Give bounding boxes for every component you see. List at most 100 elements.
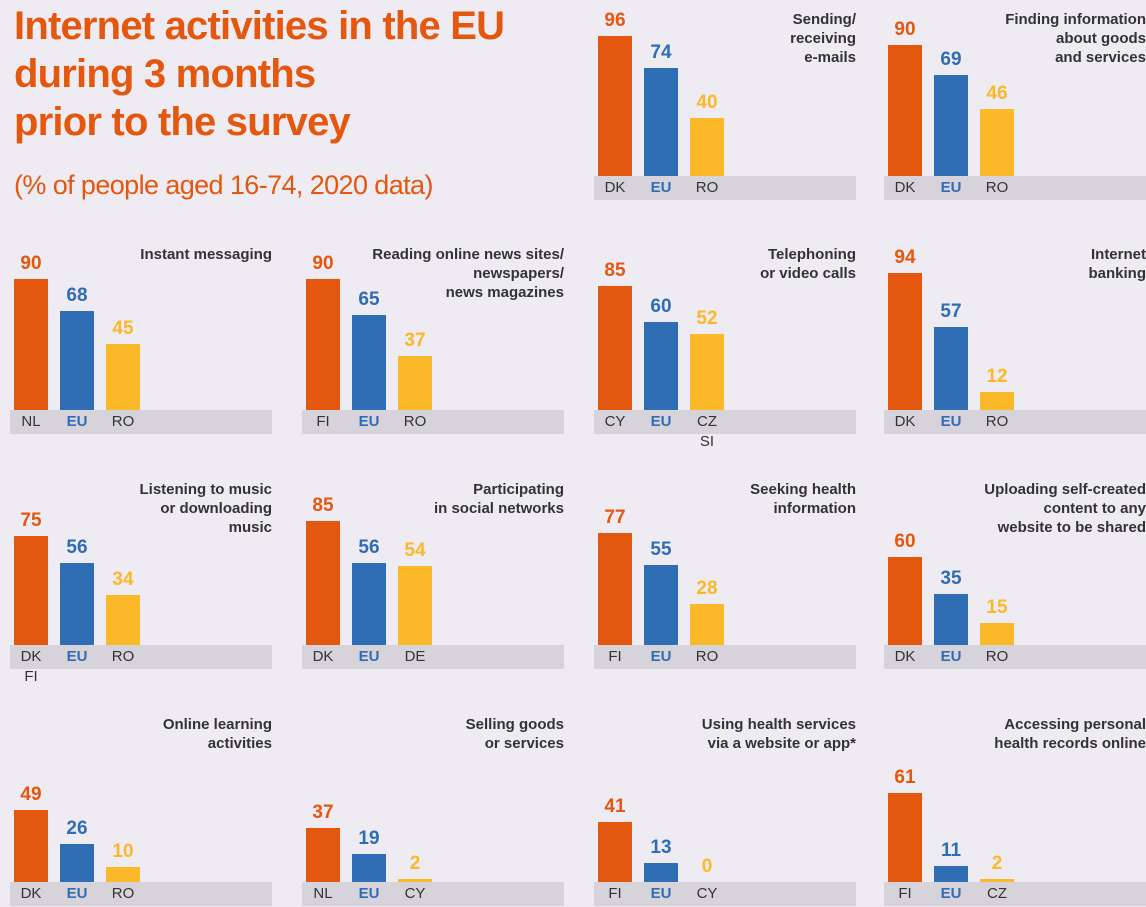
panel-title: Reading online news sites/ newspapers/ n… (372, 246, 564, 301)
panel-title: Selling goods or services (465, 716, 564, 752)
panel-title: Using health services via a website or a… (701, 716, 856, 752)
value-label: 94 (894, 246, 916, 268)
bar (888, 557, 922, 645)
bar (934, 326, 968, 410)
bar (598, 285, 632, 410)
panel-title: Participating in social networks (433, 481, 564, 517)
value-label: 61 (894, 766, 916, 788)
category-label: DK (20, 885, 42, 902)
category-label: RO (111, 648, 135, 665)
category-label: EU (66, 885, 88, 902)
bar (644, 863, 678, 882)
bar (60, 844, 94, 882)
subtitle: (% of people aged 16-74, 2020 data) (14, 170, 433, 200)
value-label: 2 (409, 853, 421, 875)
bar (598, 822, 632, 882)
bar (106, 867, 140, 882)
baseline-strip (10, 410, 272, 434)
category-label: EU (66, 648, 88, 665)
value-label: 10 (112, 841, 134, 863)
bar (980, 392, 1014, 410)
bar (14, 278, 48, 410)
bar (306, 827, 340, 882)
value-label: 52 (696, 308, 718, 330)
panel-title: Accessing personal health records online (994, 716, 1146, 752)
bar (644, 67, 678, 176)
panel-title: Seeking health information (750, 481, 856, 517)
bar (888, 792, 922, 882)
value-label: 90 (894, 18, 916, 40)
bar (690, 334, 724, 410)
panel-title: Internet banking (1088, 246, 1146, 282)
value-label: 90 (20, 252, 42, 274)
baseline-strip (594, 882, 856, 906)
bar (352, 315, 386, 410)
category-label: EU (650, 179, 672, 196)
category-label: EU (650, 885, 672, 902)
category-label: CY (696, 885, 718, 902)
value-label: 57 (940, 300, 962, 322)
bar (690, 117, 724, 176)
category-label: RO (695, 179, 719, 196)
bar (980, 879, 1014, 882)
category-label: EU (358, 885, 380, 902)
value-label: 77 (604, 506, 626, 528)
value-label: 35 (940, 567, 962, 589)
headline: Internet activities in the EU during 3 m… (14, 4, 505, 144)
category-label: RO (985, 413, 1009, 430)
baseline-strip (10, 645, 272, 669)
bar (934, 593, 968, 645)
value-label: 85 (604, 259, 626, 281)
bar (888, 44, 922, 176)
category-label: FI (608, 885, 622, 902)
value-label: 2 (991, 853, 1003, 875)
category-label: EU (940, 179, 962, 196)
baseline-strip (884, 882, 1146, 906)
bar (60, 310, 94, 410)
value-label: 85 (312, 494, 334, 516)
value-label: 12 (986, 366, 1008, 388)
category-label: DK (894, 179, 916, 196)
category-label: CY (604, 413, 626, 430)
category-label: EU (358, 648, 380, 665)
value-label: 65 (358, 289, 380, 311)
category-label: DK (894, 413, 916, 430)
category-label: FI (316, 413, 330, 430)
value-label: 90 (312, 252, 334, 274)
value-label: 28 (696, 578, 718, 600)
value-label: 49 (20, 784, 42, 806)
baseline-strip (884, 176, 1146, 200)
value-label: 74 (650, 41, 672, 63)
value-label: 55 (650, 538, 672, 560)
value-label: 68 (66, 284, 88, 306)
bar (398, 879, 432, 882)
category-label: CZ SI (697, 413, 717, 450)
category-label: RO (985, 179, 1009, 196)
baseline-strip (884, 645, 1146, 669)
panel-title: Sending/ receiving e-mails (790, 11, 856, 66)
value-label: 56 (358, 537, 380, 559)
baseline-strip (302, 410, 564, 434)
category-label: EU (358, 413, 380, 430)
value-label: 60 (650, 296, 672, 318)
category-label: DK (894, 648, 916, 665)
bar (598, 35, 632, 176)
category-label: RO (403, 413, 427, 430)
bar (352, 563, 386, 645)
value-label: 75 (20, 509, 42, 531)
value-label: 26 (66, 818, 88, 840)
category-label: EU (940, 648, 962, 665)
bar (14, 810, 48, 882)
baseline-strip (594, 645, 856, 669)
panel-title: Uploading self-created content to any we… (984, 481, 1146, 536)
panel-title: Online learning activities (162, 716, 272, 752)
panel-title: Telephoning or video calls (760, 246, 856, 282)
category-label: EU (650, 648, 672, 665)
category-label: EU (66, 413, 88, 430)
baseline-strip (302, 882, 564, 906)
value-label: 41 (604, 796, 626, 818)
value-label: 11 (940, 839, 962, 861)
category-label: RO (985, 648, 1009, 665)
baseline-strip (594, 176, 856, 200)
bar (106, 595, 140, 645)
